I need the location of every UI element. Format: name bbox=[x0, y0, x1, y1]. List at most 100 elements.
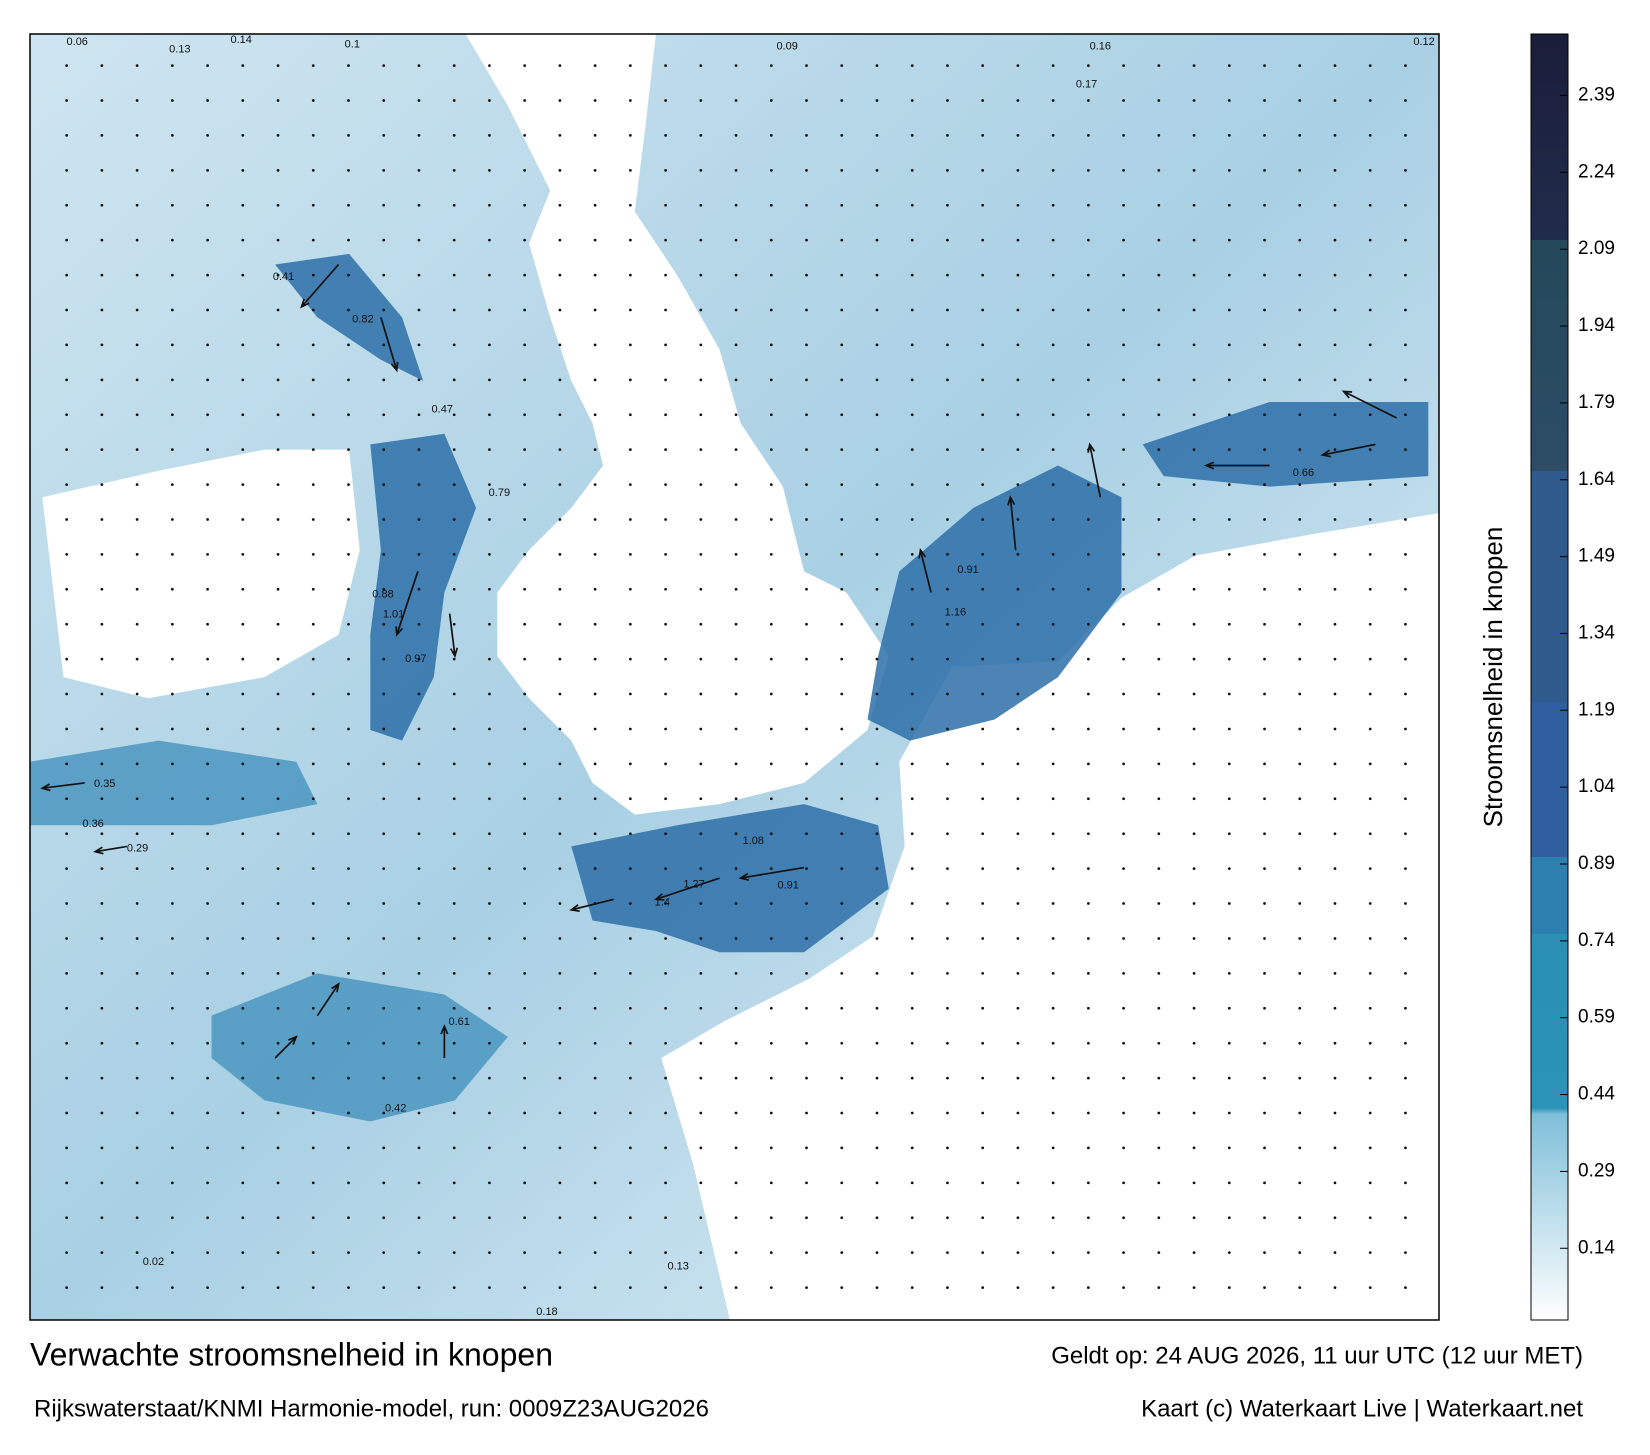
current-dot bbox=[65, 99, 69, 102]
current-dot bbox=[628, 797, 632, 801]
current-dot bbox=[1298, 238, 1302, 242]
channel bbox=[867, 465, 1122, 741]
current-dot bbox=[452, 168, 456, 172]
current-dot bbox=[1086, 1146, 1090, 1150]
current-dot bbox=[875, 168, 879, 172]
current-dot bbox=[65, 587, 69, 591]
current-dot bbox=[558, 1041, 562, 1045]
current-dot bbox=[734, 378, 738, 382]
current-dot bbox=[1192, 1216, 1196, 1220]
current-dot bbox=[206, 622, 209, 626]
current-dot bbox=[452, 64, 456, 67]
current-dot bbox=[769, 727, 773, 731]
current-dot bbox=[593, 168, 597, 172]
current-arrow bbox=[738, 866, 805, 881]
current-dot bbox=[311, 238, 315, 242]
current-dot bbox=[1298, 832, 1302, 836]
current-dot bbox=[1157, 867, 1161, 870]
current-dot bbox=[135, 727, 139, 731]
current-dot bbox=[523, 99, 527, 102]
current-dot bbox=[628, 902, 632, 905]
colorbar-tick-label: 0.74 bbox=[1578, 930, 1615, 951]
current-dot bbox=[1263, 1286, 1266, 1289]
current-dot bbox=[1368, 657, 1372, 661]
current-dot bbox=[875, 832, 879, 836]
current-dot bbox=[628, 1216, 632, 1220]
current-dot bbox=[910, 587, 914, 591]
current-dot bbox=[1122, 692, 1125, 696]
current-dot bbox=[1086, 483, 1090, 486]
current-dot bbox=[1122, 448, 1125, 452]
current-dot bbox=[734, 727, 738, 731]
current-dot bbox=[769, 203, 773, 207]
current-dot bbox=[65, 622, 69, 626]
current-dot bbox=[981, 413, 985, 417]
current-dot bbox=[1368, 273, 1372, 277]
current-dot bbox=[1122, 762, 1125, 766]
current-dot bbox=[1051, 1041, 1055, 1045]
current-dot bbox=[452, 343, 456, 347]
current-dot bbox=[100, 587, 104, 591]
current-dot bbox=[170, 1181, 174, 1185]
current-dot bbox=[65, 1111, 69, 1115]
current-dot bbox=[241, 902, 245, 905]
current-dot bbox=[417, 1006, 421, 1010]
current-dot bbox=[664, 343, 667, 347]
current-dot bbox=[664, 1146, 667, 1150]
current-dot bbox=[488, 134, 491, 137]
current-dot bbox=[523, 1076, 527, 1080]
speed-label: 0.18 bbox=[536, 1306, 557, 1318]
current-dot bbox=[276, 1076, 280, 1080]
current-dot bbox=[593, 134, 597, 137]
current-dot bbox=[628, 727, 632, 731]
current-dot bbox=[664, 797, 667, 801]
current-dot bbox=[65, 518, 69, 521]
current-dot bbox=[382, 1251, 386, 1255]
current-dot bbox=[241, 1111, 245, 1115]
current-dot bbox=[805, 902, 808, 905]
current-dot bbox=[488, 762, 491, 766]
current-dot bbox=[734, 1216, 738, 1220]
current-dot bbox=[1157, 134, 1161, 137]
current-dot bbox=[417, 1111, 421, 1115]
current-dot bbox=[1122, 168, 1125, 172]
current-dot bbox=[1333, 762, 1337, 766]
current-dot bbox=[1051, 1076, 1055, 1080]
current-dot bbox=[488, 64, 491, 67]
current-dot bbox=[558, 727, 562, 731]
current-dot bbox=[488, 448, 491, 452]
current-dot bbox=[276, 1251, 280, 1255]
current-dot bbox=[593, 448, 597, 452]
current-dot bbox=[1263, 797, 1266, 801]
current-dot bbox=[1333, 308, 1337, 312]
current-dot bbox=[734, 483, 738, 486]
current-dot bbox=[1192, 308, 1196, 312]
colorbar-tick-label: 1.04 bbox=[1578, 776, 1615, 797]
current-arrow bbox=[1320, 443, 1376, 458]
current-dot bbox=[452, 657, 456, 661]
current-dot bbox=[241, 1251, 245, 1255]
current-dot bbox=[1051, 1111, 1055, 1115]
map-frame bbox=[29, 33, 1440, 1321]
current-dot bbox=[276, 134, 280, 137]
current-dot bbox=[1227, 587, 1231, 591]
current-dot bbox=[840, 1146, 844, 1150]
current-dot bbox=[100, 1251, 104, 1255]
current-dot bbox=[1192, 1286, 1196, 1289]
current-dot bbox=[382, 657, 386, 661]
current-dot bbox=[1016, 483, 1020, 486]
current-dot bbox=[664, 1251, 667, 1255]
current-dot bbox=[311, 587, 315, 591]
current-dot bbox=[734, 99, 738, 102]
current-dot bbox=[1333, 1216, 1337, 1220]
current-dot bbox=[1157, 622, 1161, 626]
current-dot bbox=[1333, 867, 1337, 870]
current-dot bbox=[1404, 1146, 1407, 1150]
current-dot bbox=[734, 134, 738, 137]
current-dot bbox=[734, 692, 738, 696]
title: Verwachte stroomsnelheid in knopen bbox=[30, 1336, 553, 1372]
current-dot bbox=[488, 1006, 491, 1010]
current-dot bbox=[1333, 168, 1337, 172]
current-dot bbox=[558, 413, 562, 417]
current-dot bbox=[523, 937, 527, 940]
